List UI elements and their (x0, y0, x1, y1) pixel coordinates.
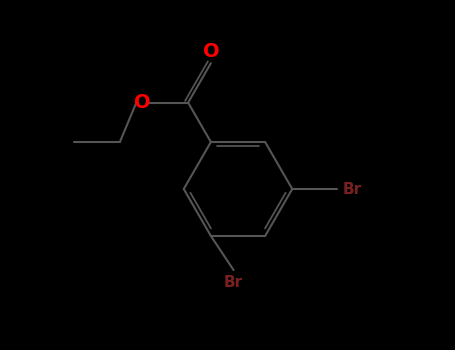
Text: O: O (202, 42, 219, 62)
Text: Br: Br (342, 182, 361, 196)
Text: Br: Br (224, 275, 243, 290)
Text: O: O (134, 93, 151, 112)
